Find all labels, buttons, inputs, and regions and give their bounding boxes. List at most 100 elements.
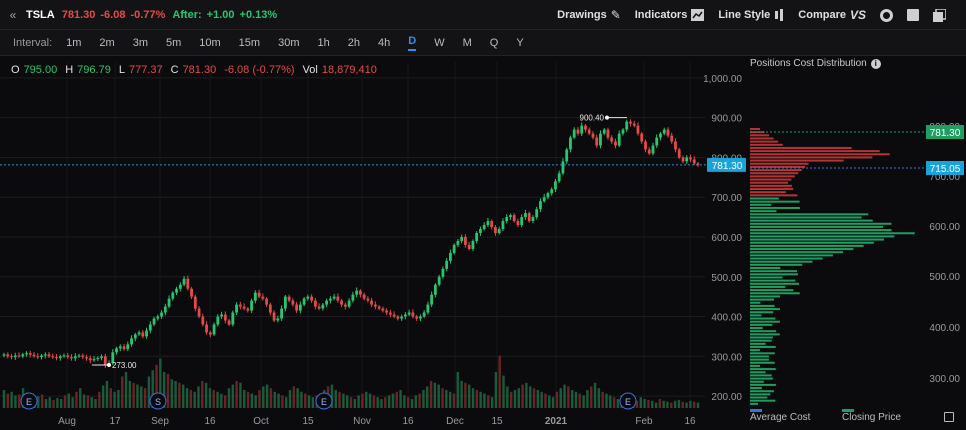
cost-distribution-bar (750, 134, 770, 137)
candle-body (407, 312, 411, 315)
popout-button[interactable] (933, 8, 946, 22)
interval-q[interactable]: Q (489, 36, 499, 49)
drawings-button[interactable]: Drawings ✎ (557, 8, 621, 22)
cost-axis-label: 500.00 (929, 272, 960, 283)
candle-body (430, 294, 434, 305)
candle-body (223, 314, 227, 321)
volume-bar (75, 391, 78, 408)
interval-1m[interactable]: 1m (66, 36, 82, 49)
drawings-label: Drawings (557, 9, 607, 21)
interval-15m[interactable]: 15m (238, 36, 261, 49)
price-chart[interactable]: 1,000.00900.00800.00700.00600.00500.0040… (0, 56, 966, 430)
volume-bar (10, 391, 13, 408)
interval-bar: Interval: 1m 2m 3m 5m 10m 15m 30m 1h 2h … (0, 30, 966, 56)
candle-body (137, 332, 141, 335)
volume-bar (647, 399, 650, 408)
volume-bar (208, 388, 212, 408)
volume-bar (376, 397, 379, 408)
indicators-button[interactable]: Indicators (635, 9, 705, 21)
interval-d[interactable]: D (408, 35, 417, 51)
interval-w[interactable]: W (434, 36, 445, 49)
volume-bar (670, 402, 673, 408)
volume-label: Vol (302, 64, 318, 76)
interval-2h[interactable]: 2h (347, 36, 360, 49)
square-icon (907, 9, 919, 21)
chart-tools: Drawings ✎ Indicators Line Style Compare… (557, 0, 966, 30)
legend-closing-price: Closing Price (842, 409, 901, 423)
high-annotation: 900.40 (580, 114, 605, 123)
interval-3m[interactable]: 3m (132, 36, 148, 49)
cost-distribution-bar (750, 210, 777, 213)
closing-price-tag: 781.30 (930, 128, 961, 139)
volume-bar (239, 382, 242, 408)
candle-body (313, 300, 317, 307)
collapse-icon[interactable]: « (9, 7, 17, 22)
interval-4h[interactable]: 4h (377, 36, 391, 49)
cost-distribution-bar (750, 273, 799, 276)
interval-m[interactable]: M (462, 36, 472, 49)
expand-panel-icon[interactable] (944, 412, 954, 422)
time-axis-label: Feb (635, 416, 653, 427)
interval-10m[interactable]: 10m (199, 36, 221, 49)
candle-body (343, 304, 347, 307)
volume-bar (349, 397, 353, 408)
volume-bar (414, 395, 418, 408)
candle-body (632, 123, 636, 126)
volume-bar (559, 388, 562, 408)
high-label: H (65, 64, 74, 76)
line-style-button[interactable]: Line Style (718, 9, 784, 21)
volume-bar (124, 372, 128, 408)
interval-2m[interactable]: 2m (99, 36, 115, 49)
candle-body (163, 306, 167, 313)
cost-distribution-bar (750, 178, 792, 181)
interval-y[interactable]: Y (516, 36, 524, 49)
cost-distribution-bar (750, 390, 774, 393)
cost-distribution-bar (750, 128, 760, 130)
cost-distribution-bar (750, 387, 762, 390)
volume-bar (361, 393, 364, 408)
volume-bar (406, 397, 410, 408)
volume-bar (410, 399, 414, 408)
candle-body (685, 157, 689, 162)
interval-1h[interactable]: 1h (317, 36, 330, 49)
line-style-label: Line Style (718, 9, 771, 21)
time-axis-label: 17 (109, 416, 121, 427)
candle-body (441, 268, 445, 277)
settings-button[interactable] (880, 8, 893, 22)
fullscreen-button[interactable] (907, 9, 919, 21)
volume-bar (368, 393, 372, 408)
candle-body (283, 296, 287, 309)
interval-30m[interactable]: 30m (278, 36, 300, 49)
candle-body (591, 133, 595, 138)
cost-distribution-bar (750, 172, 799, 175)
cost-distribution-bar (750, 270, 798, 273)
volume-bar (490, 397, 494, 408)
cost-distribution-bar (750, 352, 775, 355)
volume-bar (37, 396, 40, 408)
candle-body (396, 316, 400, 319)
volume-bar (540, 391, 543, 408)
candle-body (276, 318, 280, 321)
candle-body (88, 358, 92, 361)
candle-body (625, 121, 629, 130)
candle-body (677, 149, 681, 158)
cost-axis-label: 300.00 (929, 374, 960, 385)
candle-body (47, 354, 51, 357)
volume-bar (567, 386, 570, 408)
candle-body (366, 298, 370, 301)
low-annotation: 273.00 (112, 361, 137, 370)
info-icon[interactable]: i (870, 58, 881, 69)
interval-5m[interactable]: 5m (165, 36, 182, 49)
compare-button[interactable]: Compare VS (798, 8, 866, 22)
candle-body (92, 359, 96, 361)
volume-bar (536, 390, 540, 408)
volume-bar (56, 398, 59, 408)
candle-body (467, 244, 471, 249)
vs-icon: VS (849, 8, 866, 22)
candle-body (509, 215, 512, 218)
candle-body (644, 141, 647, 150)
volume-bar (197, 386, 200, 408)
open-value: 795.00 (23, 64, 58, 76)
candle-body (291, 300, 295, 305)
cost-distribution-bar (750, 225, 884, 228)
